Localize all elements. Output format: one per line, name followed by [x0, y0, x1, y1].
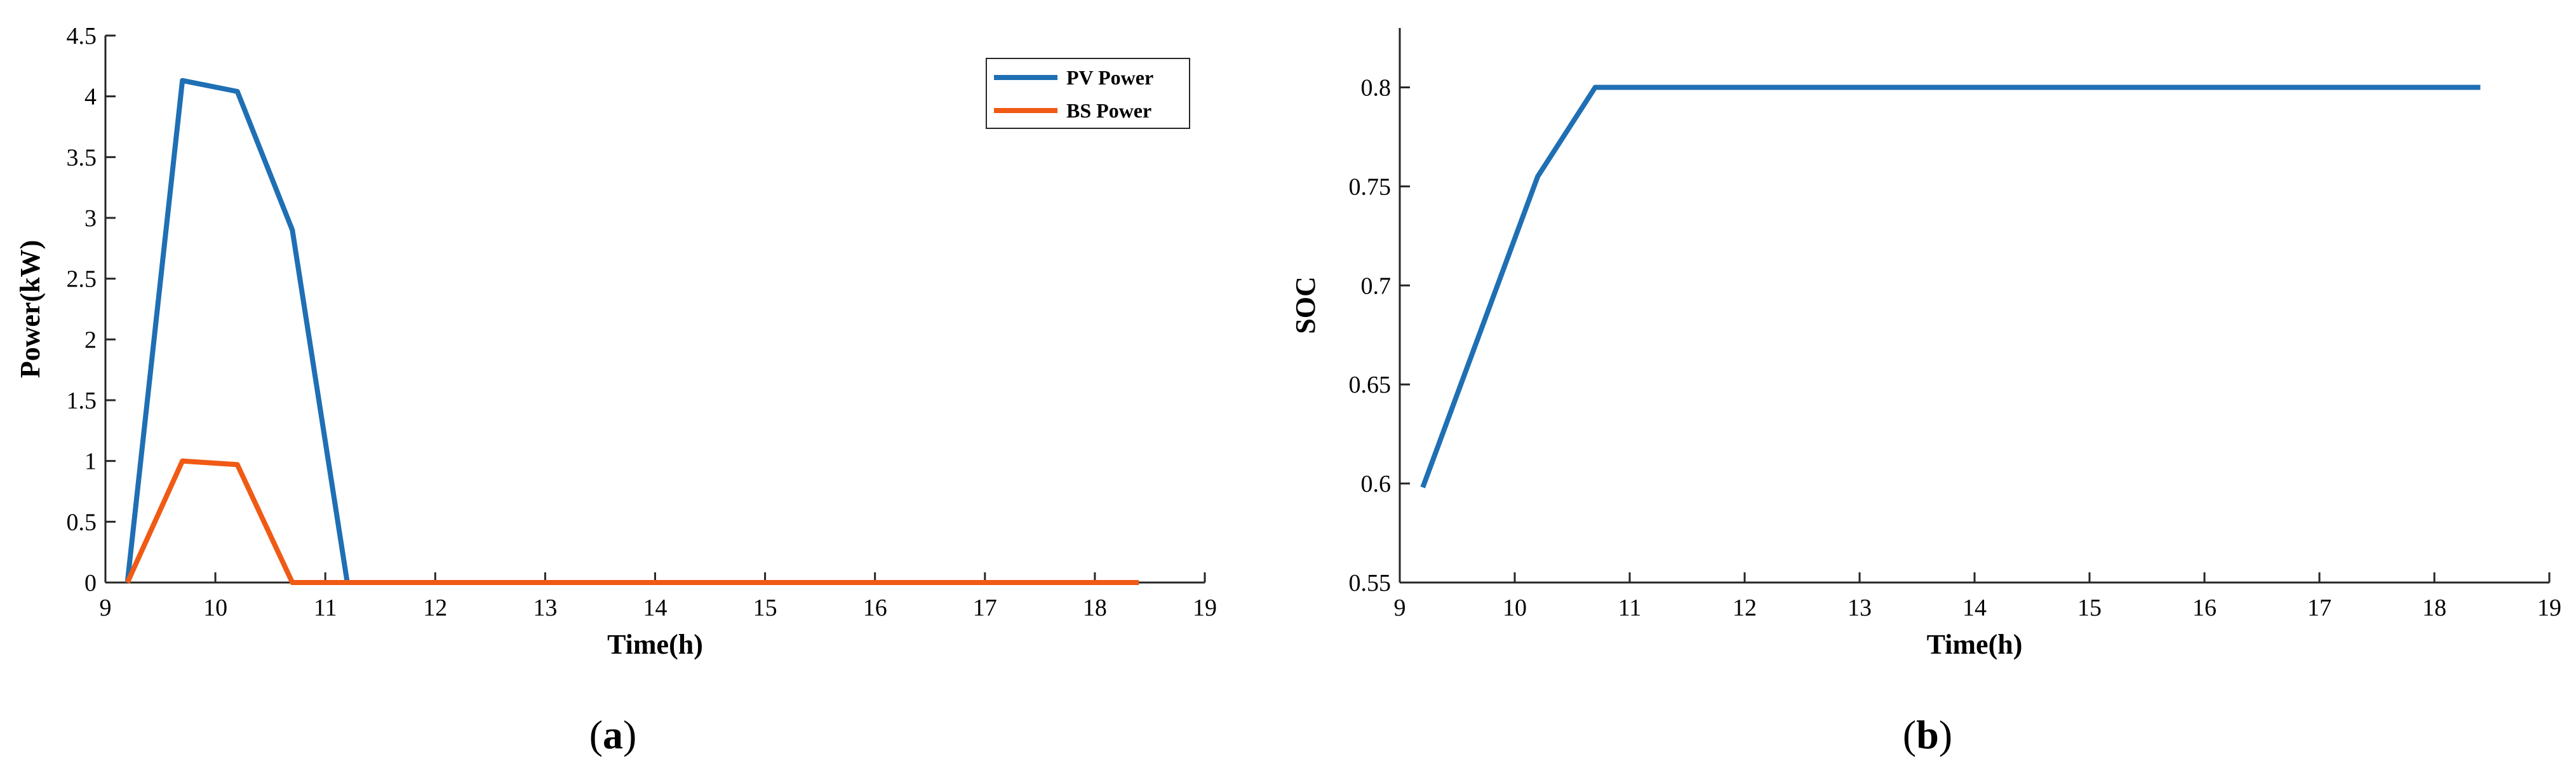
y-tick-label: 1.5 [67, 388, 97, 414]
x-tick-label: 16 [2192, 595, 2217, 621]
series-line-1 [124, 78, 1139, 585]
caption-letter: b [1916, 712, 1939, 757]
y-tick-label: 0.8 [1361, 75, 1392, 102]
x-tick-label: 14 [643, 595, 667, 621]
y-tick-label: 0.65 [1349, 372, 1392, 398]
x-tick-label: 18 [2422, 595, 2446, 621]
x-tick-label: 12 [1733, 595, 1757, 621]
x-tick-label: 11 [1618, 595, 1642, 621]
x-tick-label: 15 [2077, 595, 2102, 621]
panel-caption: (a) [589, 712, 637, 757]
x-tick-label: 13 [1848, 595, 1872, 621]
chart-panel-b: 9 10 11 12 13 14 15 16 17 18 19 0.55 0.6 0.65 0.7 0.75 0… [1290, 28, 2561, 757]
y-tick-label: 2.5 [67, 266, 97, 293]
x-tick-label: 9 [100, 595, 112, 621]
x-tick-label: 10 [203, 595, 227, 621]
y-axis-label: Power(kW) [15, 240, 46, 379]
legend: PV Power BS Power [986, 58, 1190, 129]
y-tick-label: 4.5 [67, 23, 97, 50]
caption-letter: a [603, 712, 623, 757]
y-tick-label: 3.5 [67, 144, 97, 171]
caption-open-paren: ( [1903, 712, 1916, 757]
x-tick-label: 13 [533, 595, 557, 621]
legend-box [986, 58, 1190, 129]
series-line-2 [124, 458, 1139, 585]
x-tick-label: 15 [753, 595, 777, 621]
x-tick-label: 14 [1962, 595, 1987, 621]
panel-caption: (b) [1903, 712, 1952, 757]
y-tick-label: 2 [84, 327, 97, 353]
chart-panel-a: 9 10 11 12 13 14 15 16 17 18 19 0 0.5 1 1.5 2 2.5 3 3.5 4 4.… [15, 23, 1217, 757]
caption-close-paren: ) [1939, 712, 1952, 757]
legend-label: PV Power [1066, 66, 1153, 89]
x-tick-label: 18 [1083, 595, 1107, 621]
y-tick-label: 0 [84, 570, 97, 596]
series-line-1 [1420, 84, 2481, 489]
x-tick-label: 10 [1503, 595, 1527, 621]
x-tick-label: 17 [973, 595, 997, 621]
y-tick-label: 0.75 [1349, 173, 1392, 200]
x-tick-label: 19 [1193, 595, 1217, 621]
x-tick-label: 9 [1394, 595, 1406, 621]
y-tick-label: 0.5 [67, 509, 97, 536]
y-tick-label: 0.6 [1361, 471, 1392, 497]
x-tick-label: 17 [2307, 595, 2331, 621]
x-axis-label: Time(h) [607, 629, 703, 660]
y-tick-label: 4 [84, 84, 97, 111]
y-axis-label: SOC [1290, 276, 1321, 334]
legend-label: BS Power [1066, 99, 1151, 122]
x-axis-label: Time(h) [1927, 629, 2023, 660]
y-tick-label: 0.7 [1361, 273, 1392, 299]
x-tick-label: 12 [423, 595, 447, 621]
caption-open-paren: ( [589, 712, 603, 757]
y-tick-label: 1 [84, 448, 97, 475]
y-tick-label: 0.55 [1349, 570, 1392, 596]
x-tick-label: 19 [2537, 595, 2561, 621]
x-tick-label: 16 [863, 595, 887, 621]
x-tick-label: 11 [314, 595, 337, 621]
y-tick-label: 3 [84, 205, 97, 232]
caption-close-paren: ) [623, 712, 636, 757]
